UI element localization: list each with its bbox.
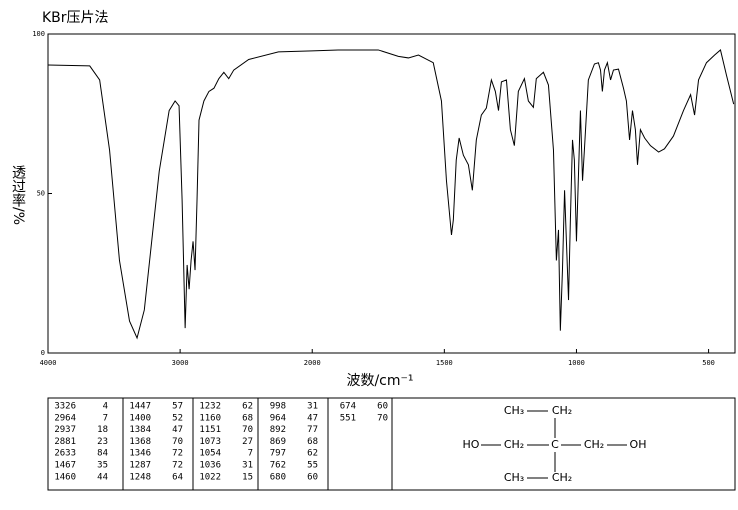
peak-wavenumber: 869 [270,437,286,447]
atom-label: CH₃ [504,471,524,484]
peak-wavenumber: 2937 [54,425,76,435]
peak-transmittance: 23 [97,437,108,447]
x-tick-label: 1000 [568,359,585,367]
peak-wavenumber: 3326 [54,402,76,412]
peak-wavenumber: 551 [340,413,356,423]
atom-label: CH₂ [584,438,604,451]
x-tick-label: 500 [702,359,715,367]
peak-wavenumber: 1368 [129,437,151,447]
atom-label: HO [463,438,480,451]
peak-transmittance: 72 [172,461,183,471]
x-tick-label: 3000 [172,359,189,367]
peak-transmittance: 70 [377,413,388,423]
atom-label: CH₂ [504,438,524,451]
atom-label: CH₂ [552,471,572,484]
plot-frame [47,33,736,354]
peak-transmittance: 31 [307,402,318,412]
peak-transmittance: 68 [307,437,318,447]
peak-transmittance: 7 [103,413,108,423]
peak-wavenumber: 1036 [199,461,221,471]
peak-wavenumber: 964 [270,413,286,423]
peak-wavenumber: 2633 [54,449,76,459]
peak-wavenumber: 674 [340,402,356,412]
peak-transmittance: 72 [172,449,183,459]
x-tick-label: 4000 [40,359,57,367]
peak-wavenumber: 1160 [199,413,221,423]
peak-transmittance: 52 [172,413,183,423]
peak-transmittance: 27 [242,437,253,447]
peak-transmittance: 18 [97,425,108,435]
peak-transmittance: 47 [307,413,318,423]
peak-wavenumber: 762 [270,461,286,471]
peak-wavenumber: 1073 [199,437,221,447]
peak-wavenumber: 1384 [129,425,151,435]
peak-transmittance: 68 [242,413,253,423]
peak-wavenumber: 1460 [54,472,76,482]
peak-wavenumber: 1467 [54,461,76,471]
peak-transmittance: 7 [248,449,253,459]
spectrum-line [47,49,735,340]
peak-wavenumber: 2964 [54,413,76,423]
peak-transmittance: 70 [172,437,183,447]
y-tick-label: 0 [41,349,45,357]
peak-wavenumber: 1151 [199,425,221,435]
bonds [481,410,627,479]
peak-wavenumber: 1400 [129,413,151,423]
x-tick-label: 2000 [304,359,321,367]
peak-wavenumber: 797 [270,449,286,459]
x-axis-label: 波数/cm⁻¹ [346,373,413,389]
peak-transmittance: 60 [307,472,318,482]
peak-transmittance: 84 [97,449,108,459]
peak-transmittance: 15 [242,472,253,482]
peak-transmittance: 44 [97,472,108,482]
peak-wavenumber: 1248 [129,472,151,482]
atom-label: OH [630,438,647,451]
peak-wavenumber: 1054 [199,449,221,459]
y-tick-label: 50 [37,190,45,198]
peak-transmittance: 47 [172,425,183,435]
peak-transmittance: 4 [103,402,108,412]
x-tick-label: 1500 [436,359,453,367]
peak-wavenumber: 998 [270,402,286,412]
peak-transmittance: 60 [377,402,388,412]
atom-label: CH₂ [552,404,572,417]
peak-transmittance: 77 [307,425,318,435]
table-dividers [122,398,393,490]
peak-wavenumber: 1232 [199,402,221,412]
peak-transmittance: 64 [172,472,183,482]
peak-wavenumber: 892 [270,425,286,435]
peak-wavenumber: 1346 [129,449,151,459]
chart-title: KBr压片法 [42,10,109,26]
peak-transmittance: 55 [307,461,318,471]
atom-label: CH₃ [504,404,524,417]
peak-transmittance: 70 [242,425,253,435]
peak-transmittance: 57 [172,402,183,412]
peak-transmittance: 62 [307,449,318,459]
y-tick-label: 100 [32,30,45,38]
peak-wavenumber: 1447 [129,402,151,412]
peak-wavenumber: 680 [270,472,286,482]
atom-label: C [551,438,559,451]
y-axis-label: 透过率/% [10,165,26,225]
peak-wavenumber: 1022 [199,472,221,482]
peak-wavenumber: 2881 [54,437,76,447]
peak-transmittance: 62 [242,402,253,412]
peak-transmittance: 35 [97,461,108,471]
peak-transmittance: 31 [242,461,253,471]
peak-wavenumber: 1287 [129,461,151,471]
